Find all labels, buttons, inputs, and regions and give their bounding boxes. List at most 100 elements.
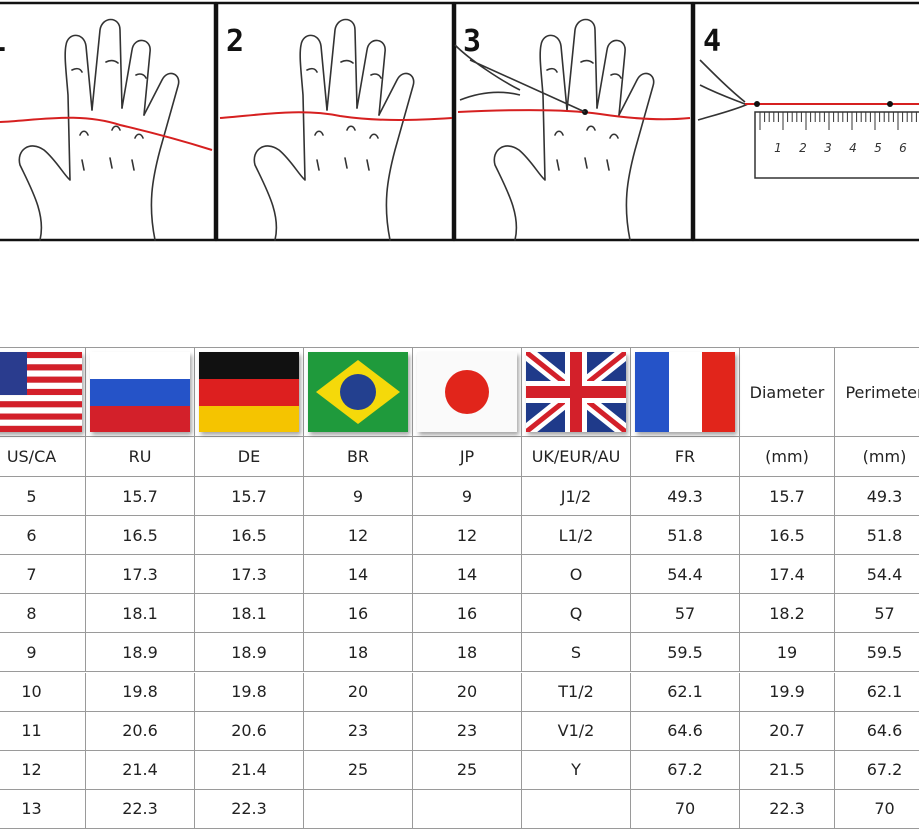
panel: [453, 1, 694, 242]
table-cell: 5: [0, 477, 86, 517]
table-cell: 20.6: [195, 711, 304, 751]
table-border: [0, 347, 919, 348]
flag: [0, 352, 82, 432]
table-cell: 22.3: [86, 789, 195, 829]
table-cell: 14: [413, 555, 522, 595]
ruler-label: 3: [824, 141, 832, 155]
table-cell: 19.8: [195, 672, 304, 712]
mark-dot: [887, 101, 893, 107]
table-cell: 20.7: [740, 711, 835, 751]
table-cell: 15.7: [195, 477, 304, 517]
flag-cell: [522, 348, 631, 437]
table-cell: 21.4: [195, 750, 304, 790]
table-cell: 23: [304, 711, 413, 751]
flag: [90, 352, 190, 432]
measure-header: Diameter: [740, 348, 835, 437]
table-cell: 57: [835, 594, 919, 634]
table-cell: 54.4: [631, 555, 740, 595]
table-cell: 20: [413, 672, 522, 712]
table-cell: [522, 789, 631, 829]
holding-hand: [697, 59, 749, 121]
table-cell: 20.6: [86, 711, 195, 751]
table-cell: 19.8: [86, 672, 195, 712]
table-cell: 64.6: [631, 711, 740, 751]
string: [219, 111, 453, 121]
table-cell: 13: [0, 789, 86, 829]
column-header: UK/EUR/AU: [522, 437, 631, 477]
table-cell: 19.9: [740, 672, 835, 712]
table-cell: 59.5: [835, 633, 919, 673]
table-cell: 18.9: [195, 633, 304, 673]
table-cell: T1/2: [522, 672, 631, 712]
flag-cell: [413, 348, 522, 437]
table-cell: 17.4: [740, 555, 835, 595]
measuring-steps: 1 2 3 4 5 6: [0, 1, 919, 242]
step-number: 1: [0, 24, 6, 59]
table-cell: O: [522, 555, 631, 595]
table-cell: 16.5: [195, 516, 304, 556]
column-header: JP: [413, 437, 522, 477]
ruler-label: 4: [849, 141, 857, 155]
mark-dot: [754, 101, 760, 107]
table-cell: 19: [740, 633, 835, 673]
table-cell: 15.7: [86, 477, 195, 517]
table-cell: 9: [413, 477, 522, 517]
ruler-label: 5: [874, 141, 882, 155]
table-cell: 9: [0, 633, 86, 673]
table-cell: 15.7: [740, 477, 835, 517]
table-cell: 62.1: [631, 672, 740, 712]
table-cell: L1/2: [522, 516, 631, 556]
table-cell: 18.1: [86, 594, 195, 634]
table-cell: [413, 789, 522, 829]
table-cell: 67.2: [835, 751, 919, 790]
flag-cell: [304, 348, 413, 437]
table-cell: 16.5: [86, 516, 195, 556]
table-cell: 49.3: [631, 477, 740, 517]
string: [457, 109, 691, 121]
table-cell: Q: [522, 594, 631, 634]
panel: [0, 1, 217, 242]
panel: [215, 1, 455, 242]
table-cell: 25: [304, 750, 413, 790]
column-header: BR: [304, 437, 413, 477]
table-cell: 6: [0, 516, 86, 556]
table-cell: 18: [304, 633, 413, 673]
ruler-label: 6: [899, 141, 907, 155]
ruler-label: 1: [774, 141, 782, 155]
table-cell: 25: [413, 750, 522, 790]
table-cell: 22.3: [195, 789, 304, 829]
table-cell: 16: [304, 594, 413, 634]
table-cell: Y: [522, 750, 631, 790]
table-cell: 20: [304, 672, 413, 712]
table-cell: 9: [304, 477, 413, 517]
table-cell: 17.3: [195, 555, 304, 595]
column-header: RU: [86, 437, 195, 477]
table-cell: 16: [413, 594, 522, 634]
flag: [417, 352, 517, 432]
panel: [692, 1, 919, 242]
ruler: [754, 111, 919, 179]
column-header: (mm): [740, 437, 835, 477]
table-cell: 8: [0, 594, 86, 634]
measure-header: Perimeter: [835, 348, 919, 437]
table-cell: V1/2: [522, 711, 631, 751]
string: [0, 116, 213, 151]
table-cell: 59.5: [631, 633, 740, 673]
table-cell: 67.2: [631, 750, 740, 790]
table-cell: 12: [304, 516, 413, 556]
table-cell: S: [522, 633, 631, 673]
table-cell: 18: [413, 633, 522, 673]
table-cell: [304, 789, 413, 829]
flag: [308, 352, 408, 432]
table-cell: 51.8: [835, 516, 919, 556]
flag: [526, 352, 626, 432]
column-header: FR: [631, 437, 740, 477]
table-cell: 51.8: [631, 516, 740, 556]
table-cell: J1/2: [522, 477, 631, 517]
table-cell: 70: [835, 790, 919, 829]
pen-hand: [454, 44, 586, 113]
ruler-label: 2: [799, 141, 807, 155]
table-cell: 54.4: [835, 555, 919, 595]
column-header: (mm): [835, 437, 919, 477]
